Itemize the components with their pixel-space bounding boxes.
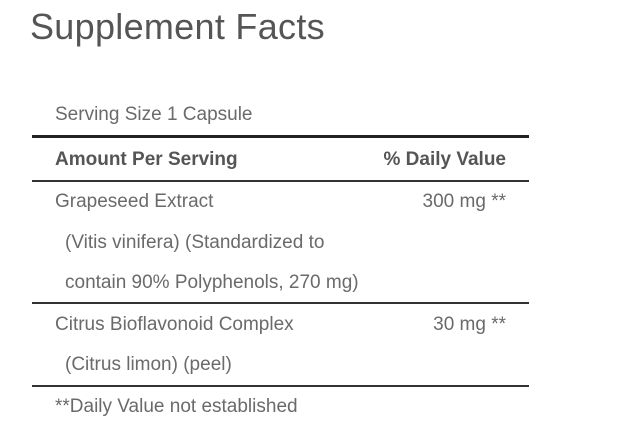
ingredient-name: Grapeseed Extract [55, 191, 214, 212]
ingredient-detail: (Vitis vinifera) (Standardized to [65, 232, 325, 253]
divider [32, 302, 529, 304]
serving-size: Serving Size 1 Capsule [55, 104, 253, 125]
header-amount: Amount Per Serving [55, 149, 238, 170]
divider [32, 385, 529, 387]
ingredient-amount: 300 mg ** [422, 191, 506, 212]
header-daily-value: % Daily Value [383, 149, 506, 170]
divider [32, 180, 529, 182]
divider-thick [32, 135, 529, 138]
ingredient-amount: 30 mg ** [433, 314, 506, 335]
ingredient-detail: (Citrus limon) (peel) [65, 354, 232, 375]
page-title: Supplement Facts [30, 6, 325, 47]
ingredient-name: Citrus Bioflavonoid Complex [55, 314, 294, 335]
ingredient-detail: contain 90% Polyphenols, 270 mg) [65, 272, 359, 293]
footnote: **Daily Value not established [55, 396, 298, 417]
